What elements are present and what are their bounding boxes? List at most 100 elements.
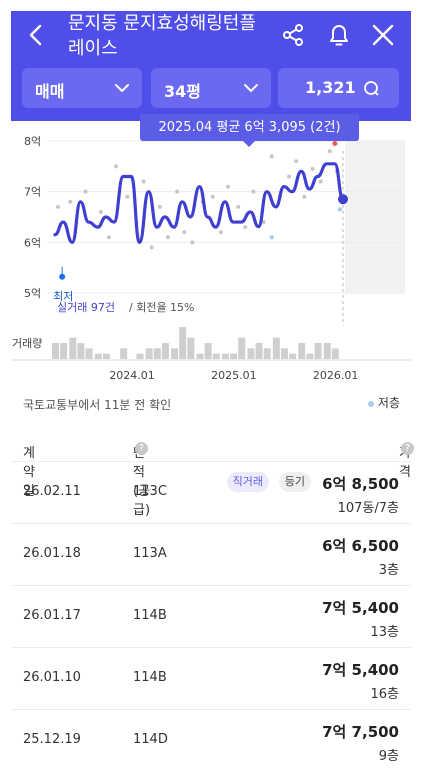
volume-bar: [289, 353, 297, 359]
deal-point: [56, 204, 61, 209]
page-title: 문지동 문지효성해링턴플레이스: [68, 13, 256, 59]
volume-bar: [314, 343, 322, 359]
deal-point: [302, 194, 307, 199]
volume-bar: [145, 348, 153, 359]
volume-bar: [102, 353, 110, 359]
deal-point: [68, 199, 73, 204]
deal-point: [243, 225, 248, 230]
deal-point: [190, 240, 195, 245]
comments-button[interactable]: 1,321: [278, 68, 399, 108]
help-icon[interactable]: ?: [135, 442, 148, 455]
deal-point: [294, 159, 299, 164]
volume-bar: [94, 353, 102, 359]
volume-bar: [171, 348, 179, 359]
volume-bar: [212, 353, 220, 359]
volume-bar: [179, 327, 187, 359]
deal-point: [114, 164, 119, 169]
row-price: 6억 8,500: [322, 475, 399, 493]
highest-point: [332, 141, 338, 147]
size-label: 34평: [164, 82, 201, 101]
deal-point: [261, 220, 266, 225]
legend-label: 저층: [377, 396, 400, 410]
chevron-down-icon: [244, 84, 258, 92]
deal-point: [287, 174, 292, 179]
volume-bar: [161, 343, 169, 359]
turnover-label: / 회전율 15%: [129, 301, 195, 314]
deal-point: [165, 235, 170, 240]
volume-bar: [263, 348, 271, 359]
chevron-down-icon: [115, 84, 129, 92]
row-date: 26.02.11: [23, 484, 81, 499]
volume-bar: [120, 348, 128, 359]
volume-bar: [221, 353, 229, 359]
y-tick-label: 8억: [24, 135, 41, 148]
row-price: 7억 5,400: [322, 599, 399, 617]
deal-point: [327, 149, 332, 154]
y-tick-label: 7억: [24, 186, 41, 199]
deal-point: [269, 154, 274, 159]
row-date: 26.01.18: [23, 546, 81, 561]
legend-dot: [367, 400, 374, 407]
deal-count-label: 실거래 97건: [57, 301, 115, 314]
deal-type-dropdown[interactable]: 매매: [22, 68, 142, 108]
row-price: 7억 5,400: [322, 661, 399, 679]
row-area: 113A: [133, 546, 167, 561]
deal-point: [251, 189, 256, 194]
deal-point: [157, 204, 162, 209]
deal-point: [218, 230, 223, 235]
table-row[interactable]: 26.01.17 114B 7억 5,400 13층: [11, 585, 411, 647]
volume-bar: [204, 343, 212, 359]
bell-icon[interactable]: [325, 21, 353, 49]
row-area: 113C: [133, 484, 167, 499]
x-tick-label: 2025.01: [211, 369, 256, 381]
help-icon[interactable]: ?: [401, 442, 414, 455]
row-date: 25.12.19: [23, 732, 81, 747]
volume-bar: [77, 343, 85, 359]
row-area: 114B: [133, 608, 167, 623]
share-icon[interactable]: [279, 21, 307, 49]
table-row[interactable]: 26.01.10 114B 7억 5,400 16층: [11, 647, 411, 709]
deal-point: [182, 230, 187, 235]
row-unit: 9층: [378, 749, 399, 764]
volume-bar: [136, 353, 144, 359]
volume-bar: [323, 343, 331, 359]
y-tick-label: 6억: [24, 236, 41, 249]
deal-point: [236, 204, 241, 209]
lowest-label: 최저: [53, 290, 73, 303]
low-floor-point: [337, 207, 343, 212]
row-area: 114B: [133, 670, 167, 685]
volume-bar: [280, 348, 288, 359]
back-arrow-icon[interactable]: [23, 21, 51, 49]
table-row[interactable]: 25.12.19 114D 7억 7,500 9층: [11, 709, 411, 771]
row-date: 26.01.10: [23, 670, 81, 685]
row-area: 114D: [133, 732, 168, 747]
volume-bar: [331, 348, 339, 359]
deal-point: [175, 189, 180, 194]
chart-tooltip: 2025.04 평균 6억 3,095 (2건): [140, 114, 359, 147]
row-price: 7억 7,500: [322, 723, 399, 741]
registered-badge: 등기: [278, 472, 311, 492]
volume-bar: [153, 348, 161, 359]
row-unit: 13층: [370, 625, 399, 640]
volume-label: 거래량: [12, 337, 42, 350]
future-area: [345, 141, 405, 293]
table-header: 계약일 면적(공급)? 가격?: [11, 430, 414, 518]
table-row[interactable]: 26.02.11 113C 6억 8,500 107동/7층 등기 직거래: [11, 461, 411, 523]
row-date: 26.01.17: [23, 608, 81, 623]
row-unit: 107동/7층: [337, 501, 399, 516]
table-row[interactable]: 26.01.18 113A 6억 6,500 3층: [11, 523, 411, 585]
size-dropdown[interactable]: 34평: [151, 68, 271, 108]
volume-bar: [230, 353, 238, 359]
close-icon[interactable]: [369, 21, 397, 49]
x-tick-label: 2024.01: [109, 369, 155, 381]
volume-bar: [247, 348, 255, 359]
lowest-point: [59, 273, 66, 280]
header-date-label: 계약일: [23, 446, 35, 499]
latest-point: [338, 194, 348, 205]
volume-bar: [60, 343, 68, 359]
volume-bar: [187, 337, 195, 359]
volume-bar: [272, 337, 280, 359]
volume-bar: [196, 353, 204, 359]
average-price-line: [53, 162, 345, 244]
